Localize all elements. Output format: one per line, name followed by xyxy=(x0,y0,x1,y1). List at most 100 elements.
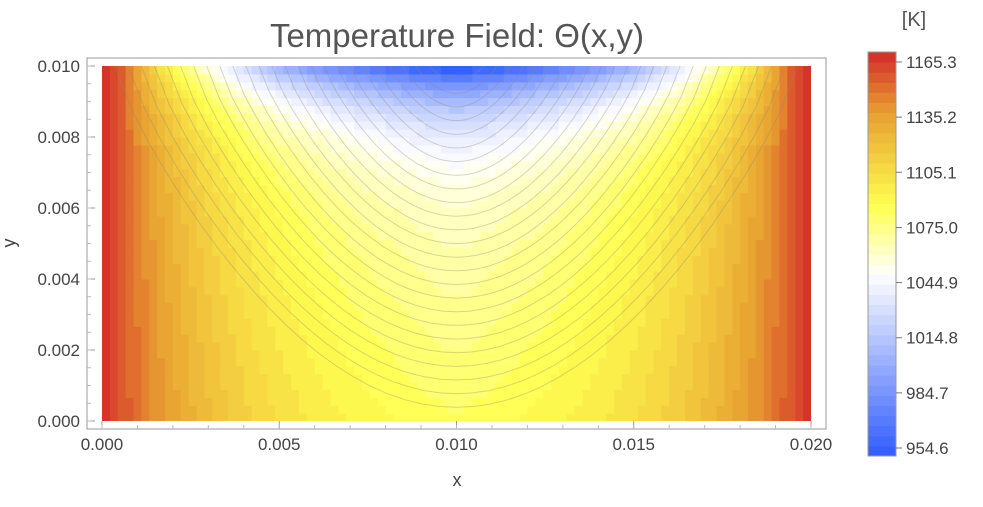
heatmap-cell xyxy=(417,318,426,327)
heatmap-cell xyxy=(637,105,647,114)
heatmap-cell xyxy=(637,192,647,201)
heatmap-cell xyxy=(275,318,284,327)
heatmap-cell xyxy=(669,302,678,312)
heatmap-cell xyxy=(133,184,142,193)
heatmap-cell xyxy=(385,318,395,327)
heatmap-cell xyxy=(543,318,552,327)
heatmap-cell xyxy=(472,66,481,75)
heatmap-cell xyxy=(424,137,434,146)
heatmap-cell xyxy=(763,405,773,414)
heatmap-cell xyxy=(700,200,710,209)
heatmap-cell xyxy=(629,413,639,421)
heatmap-cell xyxy=(574,66,584,75)
heatmap-cell xyxy=(330,176,339,185)
heatmap-cell xyxy=(511,81,521,91)
heatmap-cell xyxy=(432,89,442,99)
heatmap-cell xyxy=(669,326,678,335)
heatmap-cell xyxy=(692,176,702,185)
heatmap-cell xyxy=(637,215,647,225)
heatmap-cell xyxy=(598,105,607,114)
heatmap-cell xyxy=(338,223,347,233)
contour-line xyxy=(350,66,563,163)
heatmap-cell xyxy=(732,144,741,154)
heatmap-cell xyxy=(385,152,395,162)
heatmap-cell xyxy=(629,215,639,225)
heatmap-cell xyxy=(598,73,607,83)
heatmap-cell xyxy=(267,121,276,130)
heatmap-cell xyxy=(141,334,150,343)
heatmap-cell xyxy=(582,89,592,99)
heatmap-cell xyxy=(165,208,174,217)
heatmap-cell xyxy=(480,397,489,406)
heatmap-cell xyxy=(590,389,599,398)
heatmap-cell xyxy=(180,294,190,304)
heatmap-cell xyxy=(480,113,489,122)
heatmap-cell xyxy=(298,168,308,178)
heatmap-cell xyxy=(165,263,174,272)
heatmap-cell xyxy=(480,208,489,217)
heatmap-cell xyxy=(747,137,757,146)
heatmap-cell xyxy=(165,389,174,398)
heatmap-cell xyxy=(165,113,174,122)
heatmap-cell xyxy=(243,239,253,249)
heatmap-cell xyxy=(409,168,418,178)
heatmap-cell xyxy=(117,137,127,146)
heatmap-cell xyxy=(306,342,316,351)
heatmap-cell xyxy=(424,247,434,256)
contour-line xyxy=(245,66,668,272)
heatmap-cell xyxy=(495,326,505,335)
heatmap-cell xyxy=(291,389,300,398)
heatmap-cell xyxy=(298,342,308,351)
heatmap-cell xyxy=(409,381,418,391)
heatmap-cell xyxy=(409,350,418,359)
heatmap-cell xyxy=(298,397,308,406)
heatmap-cell xyxy=(125,144,135,154)
heatmap-cell xyxy=(314,413,324,421)
heatmap-cell xyxy=(590,255,599,264)
heatmap-cell xyxy=(133,121,142,130)
heatmap-cell xyxy=(535,152,544,162)
heatmap-cell xyxy=(417,152,426,162)
heatmap-cell xyxy=(393,129,402,138)
heatmap-cell xyxy=(645,365,655,375)
heatmap-cell xyxy=(212,318,221,327)
heatmap-cell xyxy=(330,342,339,351)
heatmap-cell xyxy=(330,192,339,201)
heatmap-cell xyxy=(393,389,402,398)
heatmap-cell xyxy=(377,350,387,359)
heatmap-cell xyxy=(456,397,465,406)
heatmap-cell xyxy=(283,66,292,75)
heatmap-cell xyxy=(172,373,182,383)
heatmap-cell xyxy=(763,121,773,130)
heatmap-cell xyxy=(401,326,410,335)
heatmap-cell xyxy=(724,342,733,351)
heatmap-cell xyxy=(338,294,347,304)
heatmap-cell xyxy=(590,97,599,107)
heatmap-cell xyxy=(653,121,662,130)
heatmap-cell xyxy=(527,326,536,335)
heatmap-cell xyxy=(157,223,166,233)
heatmap-cell xyxy=(803,357,811,367)
heatmap-cell xyxy=(503,279,513,288)
heatmap-cell xyxy=(283,89,292,99)
heatmap-cell xyxy=(464,192,473,201)
heatmap-cell xyxy=(196,286,206,296)
heatmap-cell xyxy=(795,113,804,122)
heatmap-cell xyxy=(157,247,166,256)
heatmap-cell xyxy=(125,310,135,320)
heatmap-cell xyxy=(377,81,387,91)
heatmap-cell xyxy=(747,89,757,99)
heatmap-cell xyxy=(771,129,781,138)
heatmap-cell xyxy=(763,73,773,83)
heatmap-cell xyxy=(787,73,796,83)
heatmap-cell xyxy=(401,215,410,225)
heatmap-cell xyxy=(385,89,395,99)
heatmap-cell xyxy=(669,279,678,288)
heatmap-cell xyxy=(417,326,426,335)
heatmap-cell xyxy=(535,81,544,91)
heatmap-cell xyxy=(629,342,639,351)
heatmap-cell xyxy=(180,200,190,209)
heatmap-cell xyxy=(700,255,710,264)
heatmap-cell xyxy=(787,113,796,122)
heatmap-cell xyxy=(771,144,781,154)
